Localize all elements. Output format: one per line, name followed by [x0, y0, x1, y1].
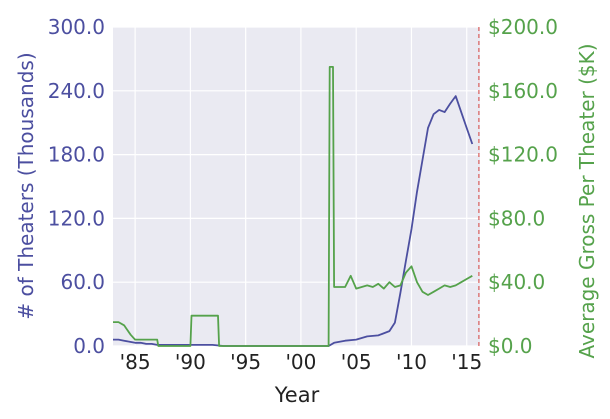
x-tick-label: '10 — [396, 350, 427, 374]
left-tick-label: 300.0 — [48, 15, 105, 39]
left-tick-label: 180.0 — [48, 143, 105, 167]
right-tick-label: $120.0 — [488, 143, 558, 167]
x-tick-label: '15 — [451, 350, 482, 374]
series-line-gross — [113, 66, 473, 347]
series-layer — [113, 66, 474, 347]
right-axis-ticks: $0.0 $40.0 $80.0 $120.0 $160.0 $200.0 — [488, 15, 558, 358]
left-axis-ticks: 0.0 60.0 120.0 180.0 240.0 300.0 — [48, 15, 105, 358]
right-tick-label: $40.0 — [488, 270, 545, 294]
x-tick-label: '05 — [341, 350, 372, 374]
right-tick-label: $200.0 — [488, 15, 558, 39]
x-tick-label: '00 — [285, 350, 316, 374]
left-tick-label: 60.0 — [60, 270, 105, 294]
x-tick-label: '85 — [120, 350, 151, 374]
left-axis-label: # of Theaters (Thousands) — [14, 52, 38, 319]
left-tick-label: 120.0 — [48, 206, 105, 230]
gridlines — [113, 26, 480, 347]
x-tick-label: '90 — [175, 350, 206, 374]
right-tick-label: $0.0 — [488, 334, 533, 358]
x-tick-label: '95 — [230, 350, 261, 374]
right-tick-label: $80.0 — [488, 206, 545, 230]
left-tick-label: 240.0 — [48, 79, 105, 103]
x-axis-label: Year — [274, 383, 320, 407]
plot-background — [113, 27, 480, 346]
right-tick-label: $160.0 — [488, 79, 558, 103]
x-axis-ticks: '85 '90 '95 '00 '05 '10 '15 — [120, 350, 483, 374]
series-line-theaters — [113, 95, 474, 347]
left-tick-label: 0.0 — [73, 334, 105, 358]
right-axis-label: Average Gross Per Theater ($K) — [575, 43, 599, 358]
